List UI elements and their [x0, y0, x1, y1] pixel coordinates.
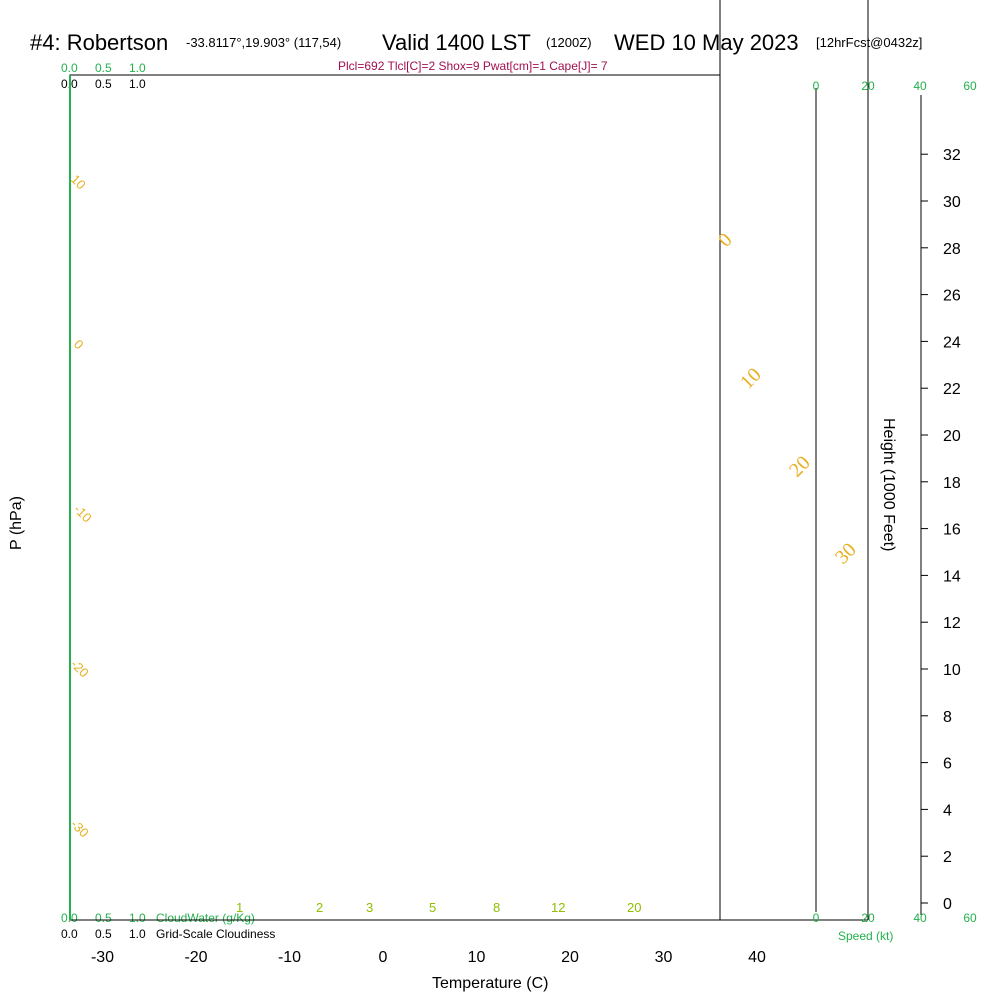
stability-indices: Plcl=692 Tlcl[C]=2 Shox=9 Pwat[cm]=1 Cap…: [338, 59, 608, 73]
scale-bot-black-1: 0.5: [95, 927, 112, 941]
height-tick-label: 4: [943, 802, 952, 819]
theta-label: -10: [71, 502, 95, 526]
mixing-ratio-label: 3: [366, 900, 373, 915]
speed-bottom-tick-label: 60: [963, 911, 977, 925]
speed-top-tick-label: 40: [913, 79, 927, 93]
utc-time: (1200Z): [546, 35, 592, 50]
scale-top-green-2: 1.0: [129, 61, 146, 75]
temperature-tick-label: -10: [278, 949, 301, 966]
mixing-ratio-label: 5: [429, 900, 436, 915]
theta-label: -30: [68, 817, 92, 841]
speed-top-tick-label: 60: [963, 79, 977, 93]
scale-bot-green-2: 1.0: [129, 911, 146, 925]
height-tick-label: 8: [943, 709, 952, 726]
cloudiness-label: Grid-Scale Cloudiness: [156, 927, 275, 941]
isotherm-label: 10: [736, 364, 766, 394]
height-tick-label: 22: [943, 381, 961, 398]
speed-bottom-tick-label: 40: [913, 911, 927, 925]
isotherm-label: 20: [785, 452, 815, 482]
station-title: #4: Robertson: [30, 30, 168, 55]
theta-label: 10: [68, 172, 89, 193]
station-coords: -33.8117°,19.903° (117,54): [186, 35, 341, 50]
isotherm-label: 0: [714, 229, 737, 252]
speed-top-tick-label: 0: [813, 79, 820, 93]
height-tick-label: 18: [943, 475, 961, 492]
temperature-tick-label: 30: [655, 949, 673, 966]
height-tick-label: 14: [943, 568, 961, 585]
height-tick-label: 20: [943, 428, 961, 445]
height-tick-label: 0: [943, 896, 952, 913]
speed-axis-title: Speed (kt): [838, 929, 893, 943]
speed-bottom-tick-label: 20: [861, 911, 875, 925]
temperature-axis-title: Temperature (C): [432, 975, 548, 992]
temperature-tick-label: -30: [91, 949, 114, 966]
mixing-ratio-label: 12: [551, 900, 565, 915]
isotherm-label: 30: [831, 539, 861, 569]
scale-top-green-0: 0.0: [61, 61, 78, 75]
temperature-tick-label: 0: [379, 949, 388, 966]
temperature-tick-label: 10: [468, 949, 486, 966]
speed-bottom-tick-label: 0: [813, 911, 820, 925]
plot-frame: [69, 74, 721, 921]
height-axis-title: Height (1000 Feet): [880, 418, 897, 551]
height-tick-label: 6: [943, 756, 952, 773]
pressure-axis-title: P (hPa): [8, 496, 25, 550]
scale-bot-black-2: 1.0: [129, 927, 146, 941]
height-tick-label: 12: [943, 615, 961, 632]
theta-label: 0: [71, 337, 87, 353]
mixing-ratio-label: 8: [493, 900, 500, 915]
temperature-tick-label: 40: [748, 949, 766, 966]
scale-top-black-2: 1.0: [129, 77, 146, 91]
scale-top-black-1: 0.5: [95, 77, 112, 91]
valid-time: Valid 1400 LST: [382, 30, 531, 55]
mixing-ratio-label: 1: [236, 900, 243, 915]
mixing-ratio-label: 20: [627, 900, 641, 915]
height-tick-label: 2: [943, 849, 952, 866]
speed-top-tick-label: 20: [861, 79, 875, 93]
cloudwater-label: CloudWater (g/Kg): [156, 911, 255, 925]
height-tick-label: 30: [943, 194, 961, 211]
height-tick-label: 10: [943, 662, 961, 679]
scale-bot-black-0: 0.0: [61, 927, 78, 941]
chart-grid: [69, 0, 869, 921]
chart-axes: 123581220100-10-20-300102030250300400500…: [68, 79, 977, 966]
height-tick-label: 16: [943, 522, 961, 539]
scale-top-green-1: 0.5: [95, 61, 112, 75]
temperature-tick-label: -20: [184, 949, 207, 966]
height-tick-label: 26: [943, 288, 961, 305]
theta-label: -20: [68, 657, 92, 681]
valid-date: WED 10 May 2023: [614, 30, 799, 55]
temperature-tick-label: 20: [561, 949, 579, 966]
height-tick-label: 28: [943, 241, 961, 258]
height-tick-label: 32: [943, 147, 961, 164]
mixing-ratio-label: 2: [316, 900, 323, 915]
height-tick-label: 24: [943, 334, 961, 351]
forecast-info: [12hrFcst@0432z]: [816, 35, 922, 50]
scale-bot-green-1: 0.5: [95, 911, 112, 925]
